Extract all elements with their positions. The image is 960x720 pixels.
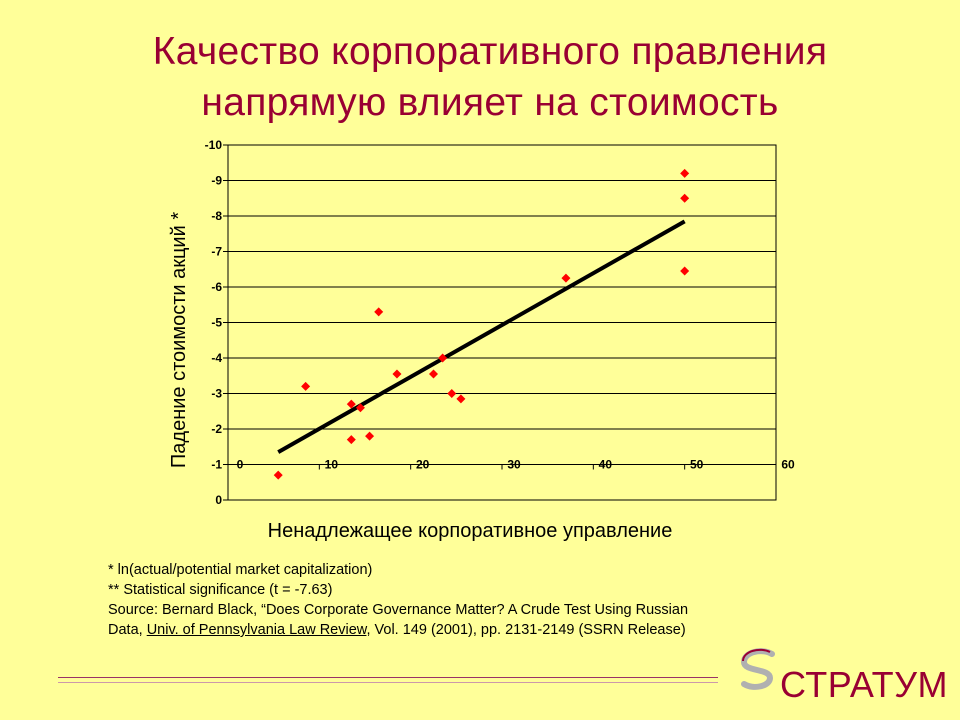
source-suffix: , Vol. 149 (2001), pp. 2131-2149 (SSRN R… bbox=[366, 622, 686, 638]
data-point bbox=[346, 435, 356, 445]
footnote-source: Source: Bernard Black, “Does Corporate G… bbox=[108, 602, 689, 618]
data-point bbox=[680, 266, 690, 276]
y-axis-title: Падение стоимости акций * bbox=[168, 212, 190, 468]
stratum-logo-text: СТРАТУМ bbox=[780, 664, 948, 705]
data-point bbox=[365, 431, 375, 441]
data-point bbox=[392, 369, 402, 379]
footnote-source-cont: Data, Univ. of Pennsylvania Law Review, … bbox=[108, 620, 908, 640]
x-tick-label: 10 bbox=[325, 458, 339, 472]
x-axis-ticks: 0 10 20 30 40 50 60 bbox=[227, 458, 795, 472]
y-tick-label: -8 bbox=[211, 209, 222, 223]
x-tick-label: 40 bbox=[599, 458, 613, 472]
footnotes: * ln(actual/potential market capitalizat… bbox=[108, 560, 908, 640]
x-axis-title: Ненадлежащее корпоративное управление bbox=[268, 520, 673, 542]
data-point bbox=[301, 381, 311, 391]
y-tick-label: -4 bbox=[211, 351, 222, 365]
y-tick-label: -1 bbox=[211, 458, 222, 472]
trend-line bbox=[277, 219, 686, 454]
source-prefix: Data, bbox=[108, 622, 147, 638]
y-axis-ticks: 0 -1 -2 -3 -4 -5 -6 -7 -8 -9 -10 bbox=[205, 138, 228, 507]
source-journal-link[interactable]: Univ. of Pennsylvania Law Review bbox=[146, 622, 367, 638]
y-tick-label: -5 bbox=[211, 316, 222, 330]
title-line-1: Качество корпоративного правления bbox=[152, 30, 828, 73]
footer-divider bbox=[58, 677, 718, 678]
data-point bbox=[346, 399, 356, 409]
data-point bbox=[355, 403, 365, 413]
title-line-2: напрямую влияет на стоимость bbox=[201, 81, 779, 124]
y-tick-label: -7 bbox=[211, 245, 222, 259]
slide-title: Качество корпоративного правления напрям… bbox=[20, 26, 960, 128]
y-tick-label: -6 bbox=[211, 280, 222, 294]
data-point bbox=[447, 389, 457, 398]
data-point bbox=[273, 470, 283, 480]
x-tick-label: 0 bbox=[237, 458, 244, 472]
x-tick-label: 60 bbox=[781, 458, 795, 472]
y-tick-label: -2 bbox=[211, 422, 222, 436]
data-point bbox=[680, 168, 690, 178]
footer-divider-shadow bbox=[58, 682, 718, 683]
y-tick-label: -9 bbox=[211, 174, 222, 188]
y-tick-label: -3 bbox=[211, 387, 222, 401]
x-tick-label: 30 bbox=[507, 458, 521, 472]
data-point bbox=[429, 369, 438, 379]
x-tick-label: 20 bbox=[416, 458, 430, 472]
y-tick-label: 0 bbox=[215, 493, 222, 507]
data-point bbox=[438, 353, 448, 363]
x-tick-label: 50 bbox=[690, 458, 704, 472]
data-point bbox=[374, 307, 384, 317]
footnote-2: ** Statistical significance (t = -7.63) bbox=[108, 582, 333, 598]
stratum-logo-icon bbox=[740, 648, 775, 690]
data-point bbox=[456, 394, 466, 404]
data-point bbox=[680, 193, 690, 203]
data-point bbox=[561, 273, 571, 283]
y-tick-label: -10 bbox=[205, 138, 223, 152]
footnote-1: * ln(actual/potential market capitalizat… bbox=[108, 562, 373, 578]
data-points bbox=[273, 168, 690, 480]
